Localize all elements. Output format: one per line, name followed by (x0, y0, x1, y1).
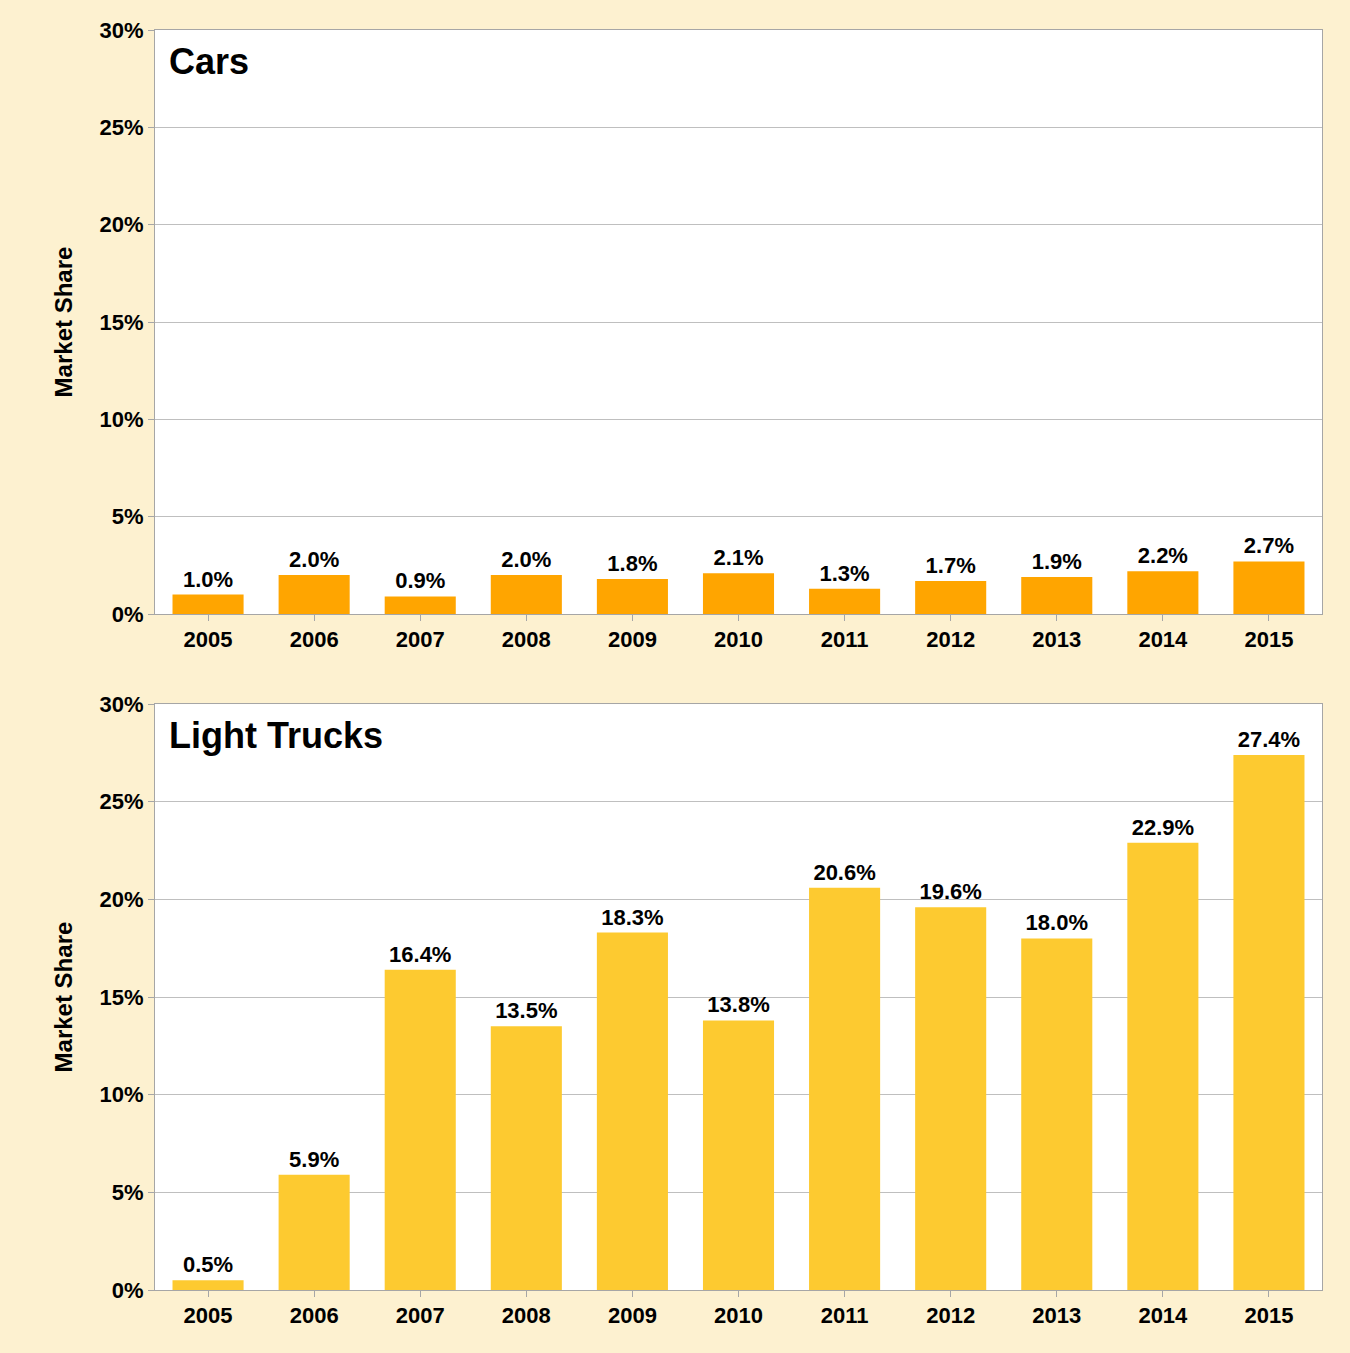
svg-text:1.8%: 1.8% (607, 551, 657, 576)
svg-text:2008: 2008 (502, 1303, 551, 1328)
svg-text:2005: 2005 (184, 627, 233, 652)
svg-text:30%: 30% (100, 18, 144, 43)
svg-text:Cars: Cars (169, 41, 249, 82)
svg-text:2005: 2005 (184, 1303, 233, 1328)
svg-text:2014: 2014 (1138, 1303, 1188, 1328)
svg-text:27.4%: 27.4% (1238, 727, 1300, 752)
svg-text:16.4%: 16.4% (389, 942, 451, 967)
svg-text:1.7%: 1.7% (926, 553, 976, 578)
svg-text:0%: 0% (112, 602, 144, 627)
svg-text:15%: 15% (100, 310, 144, 335)
svg-text:2015: 2015 (1244, 1303, 1293, 1328)
svg-text:30%: 30% (100, 692, 144, 717)
svg-text:Market Share: Market Share (50, 922, 77, 1073)
svg-text:2015: 2015 (1244, 627, 1293, 652)
svg-text:20%: 20% (100, 887, 144, 912)
svg-text:2008: 2008 (502, 627, 551, 652)
svg-text:2012: 2012 (926, 1303, 975, 1328)
svg-text:1.0%: 1.0% (183, 567, 233, 592)
svg-text:2.1%: 2.1% (713, 545, 763, 570)
svg-text:2013: 2013 (1032, 627, 1081, 652)
svg-text:2010: 2010 (714, 1303, 763, 1328)
svg-text:2013: 2013 (1032, 1303, 1081, 1328)
svg-text:2.0%: 2.0% (289, 547, 339, 572)
svg-text:2009: 2009 (608, 627, 657, 652)
svg-text:1.9%: 1.9% (1032, 549, 1082, 574)
svg-text:0%: 0% (112, 1278, 144, 1303)
svg-text:2014: 2014 (1138, 627, 1188, 652)
svg-text:5%: 5% (112, 504, 144, 529)
svg-text:2007: 2007 (396, 627, 445, 652)
svg-text:2009: 2009 (608, 1303, 657, 1328)
svg-text:10%: 10% (100, 407, 144, 432)
svg-text:2.2%: 2.2% (1138, 543, 1188, 568)
svg-text:0.9%: 0.9% (395, 568, 445, 593)
svg-text:Market Share: Market Share (50, 247, 77, 398)
svg-text:1.3%: 1.3% (820, 561, 870, 586)
svg-text:2007: 2007 (396, 1303, 445, 1328)
svg-text:10%: 10% (100, 1082, 144, 1107)
svg-text:19.6%: 19.6% (919, 879, 981, 904)
svg-text:20%: 20% (100, 212, 144, 237)
svg-text:18.3%: 18.3% (601, 905, 663, 930)
svg-text:2006: 2006 (290, 627, 339, 652)
svg-text:22.9%: 22.9% (1132, 815, 1194, 840)
svg-text:5.9%: 5.9% (289, 1147, 339, 1172)
svg-text:20.6%: 20.6% (813, 860, 875, 885)
svg-text:5%: 5% (112, 1180, 144, 1205)
svg-text:2.0%: 2.0% (501, 547, 551, 572)
svg-text:2006: 2006 (290, 1303, 339, 1328)
svg-text:2.7%: 2.7% (1244, 533, 1294, 558)
svg-text:0.5%: 0.5% (183, 1252, 233, 1277)
svg-text:2011: 2011 (821, 1303, 869, 1328)
svg-text:25%: 25% (100, 115, 144, 140)
svg-text:13.5%: 13.5% (495, 998, 557, 1023)
svg-text:13.8%: 13.8% (707, 992, 769, 1017)
svg-text:2011: 2011 (821, 627, 869, 652)
svg-text:2010: 2010 (714, 627, 763, 652)
svg-text:25%: 25% (100, 789, 144, 814)
svg-text:2012: 2012 (926, 627, 975, 652)
svg-text:Light Trucks: Light Trucks (169, 715, 383, 756)
svg-text:15%: 15% (100, 985, 144, 1010)
svg-text:18.0%: 18.0% (1026, 910, 1088, 935)
